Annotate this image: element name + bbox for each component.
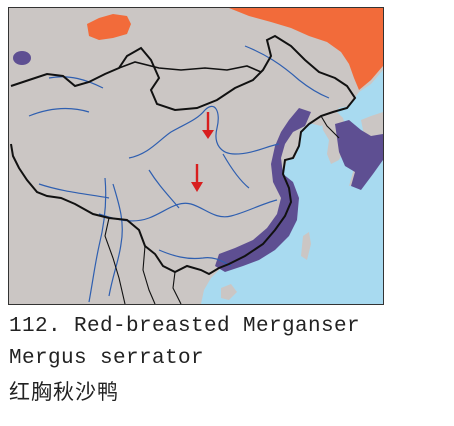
river-yangtze	[98, 199, 278, 222]
migration-arrow-south	[191, 164, 203, 192]
breeding-range-northeast	[229, 8, 383, 90]
korea-border	[320, 115, 340, 139]
winter-range-korea-japan	[335, 120, 383, 190]
river-yellow	[128, 105, 280, 159]
china-border	[10, 34, 357, 276]
river-brahmaputra	[38, 183, 110, 199]
migration-arrow-north	[202, 112, 214, 139]
river-salween	[88, 177, 107, 303]
river-amur	[244, 45, 330, 99]
river-lines	[28, 45, 330, 303]
chinese-name: 红胸秋沙鸭	[9, 380, 119, 404]
river-tributary-1	[148, 169, 180, 209]
southeast-asia-borders	[104, 217, 182, 304]
river-mekong	[108, 183, 123, 297]
river-tarim	[28, 107, 90, 117]
winter-range-coast	[215, 108, 311, 272]
taiwan-island	[301, 232, 311, 260]
breeding-range-north	[87, 14, 131, 40]
winter-range-west-dot	[13, 51, 31, 65]
river-tributary-2	[222, 153, 250, 189]
scientific-name: Mergus serrator	[9, 347, 205, 370]
range-map-svg	[9, 8, 383, 304]
hainan-island	[221, 284, 237, 300]
river-pearl	[158, 249, 232, 267]
river-tributary-3	[48, 76, 104, 89]
species-title: 112. Red-breasted Merganser	[9, 315, 361, 338]
mongolia-border	[118, 61, 262, 73]
range-map	[8, 7, 384, 305]
